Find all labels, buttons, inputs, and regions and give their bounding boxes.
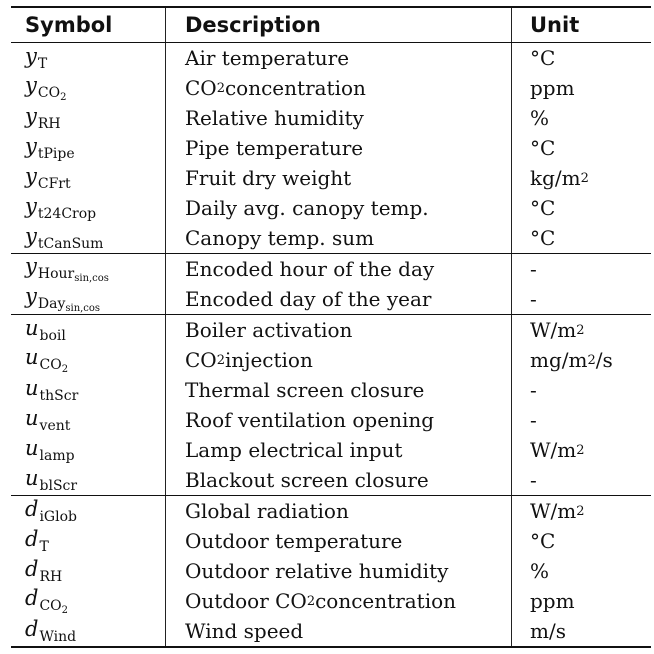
- description-cell: Encoded day of the year: [166, 284, 512, 314]
- symbol-cell: uCO2: [11, 345, 166, 375]
- table-row: uvent Roof ventilation opening -: [11, 405, 651, 435]
- bottom-rule: [11, 646, 651, 648]
- unit-cell: kg/m 2: [530, 166, 589, 190]
- unit-cell: -: [530, 287, 537, 311]
- description-cell: Encoded hour of the day: [166, 254, 512, 284]
- symbol-cell: ytCanSum: [11, 223, 166, 253]
- row-group: yT Air temperature °C yCO2 CO 2 concentration…: [11, 43, 651, 253]
- header-row: Symbol Description Unit: [11, 8, 651, 42]
- table-row: yt24Crop Daily avg. canopy temp. °C: [11, 193, 651, 223]
- unit-cell: m/s: [530, 619, 566, 643]
- table-row: ublScr Blackout screen closure -: [11, 465, 651, 495]
- description-cell: Relative humidity: [166, 103, 512, 133]
- symbol-cell: yCFrt: [11, 163, 166, 193]
- description-cell: Canopy temp. sum: [166, 223, 512, 253]
- description-cell: CO 2 concentration: [166, 73, 512, 103]
- symbol-cell: yt24Crop: [11, 193, 166, 223]
- symbol-cell: uthScr: [11, 375, 166, 405]
- unit-cell: W/m 2: [530, 499, 585, 523]
- description-cell: Air temperature: [166, 43, 512, 73]
- table-row: ytCanSum Canopy temp. sum °C: [11, 223, 651, 253]
- table-row: dCO2 Outdoor CO 2 concentration ppm: [11, 586, 651, 616]
- symbol-cell: dRH: [11, 556, 166, 586]
- table-row: ytPipe Pipe temperature °C: [11, 133, 651, 163]
- unit-cell: W/m 2: [530, 438, 585, 462]
- table-row: dWind Wind speed m/s: [11, 616, 651, 646]
- unit-cell: ppm: [530, 589, 575, 613]
- unit-cell: W/m 2: [530, 318, 585, 342]
- symbol-cell: diGlob: [11, 496, 166, 526]
- symbol-cell: yHoursin,cos: [11, 254, 166, 284]
- symbol-cell: uboil: [11, 315, 166, 345]
- description-cell: Wind speed: [166, 616, 512, 646]
- table-row: yT Air temperature °C: [11, 43, 651, 73]
- description-cell: CO 2 injection: [166, 345, 512, 375]
- unit-cell: °C: [530, 136, 556, 160]
- description-cell: Boiler activation: [166, 315, 512, 345]
- table-row: diGlob Global radiation W/m 2: [11, 496, 651, 526]
- unit-cell: °C: [530, 529, 556, 553]
- description-cell: Outdoor temperature: [166, 526, 512, 556]
- table-row: uboil Boiler activation W/m 2: [11, 315, 651, 345]
- symbol-cell: yRH: [11, 103, 166, 133]
- unit-cell: °C: [530, 196, 556, 220]
- description-cell: Outdoor CO 2 concentration: [166, 586, 512, 616]
- row-group: uboil Boiler activation W/m 2 uCO2 CO 2 inject…: [11, 315, 651, 495]
- row-group: yHoursin,cos Encoded hour of the day - yDay…: [11, 254, 651, 314]
- header-description: Description: [166, 8, 512, 42]
- table-row: yRH Relative humidity%: [11, 103, 651, 133]
- group-rule: [11, 495, 651, 496]
- unit-cell: ppm: [530, 76, 575, 100]
- unit-cell: mg/m 2/s: [530, 348, 613, 372]
- variables-table: Symbol Description Unit yT Air temperatur…: [11, 6, 651, 648]
- symbol-cell: dCO2: [11, 586, 166, 616]
- table-row: yHoursin,cos Encoded hour of the day -: [11, 254, 651, 284]
- symbol-cell: ublScr: [11, 465, 166, 495]
- table-row: ulamp Lamp electrical input W/m 2: [11, 435, 651, 465]
- description-cell: Thermal screen closure: [166, 375, 512, 405]
- table-row: dT Outdoor temperature °C: [11, 526, 651, 556]
- description-cell: Outdoor relative humidity: [166, 556, 512, 586]
- table-row: yDaysin,cos Encoded day of the year -: [11, 284, 651, 314]
- row-group: diGlob Global radiation W/m 2 dT Outdoor temp…: [11, 496, 651, 646]
- table-row: uCO2 CO 2 injection mg/m 2/s: [11, 345, 651, 375]
- header-unit: Unit: [530, 13, 580, 37]
- symbol-cell: yDaysin,cos: [11, 284, 166, 314]
- symbol-cell: yT: [11, 43, 166, 73]
- header-symbol: Symbol: [11, 8, 166, 42]
- symbol-cell: ulamp: [11, 435, 166, 465]
- table-row: yCFrt Fruit dry weight kg/m 2: [11, 163, 651, 193]
- group-rule: [11, 314, 651, 315]
- symbol-cell: dWind: [11, 616, 166, 646]
- table-row: uthScr Thermal screen closure -: [11, 375, 651, 405]
- description-cell: Roof ventilation opening: [166, 405, 512, 435]
- symbol-cell: yCO2: [11, 73, 166, 103]
- header-rule: [11, 42, 651, 43]
- description-cell: Daily avg. canopy temp.: [166, 193, 512, 223]
- table-row: yCO2 CO 2 concentration ppm: [11, 73, 651, 103]
- unit-cell: -: [530, 408, 537, 432]
- description-cell: Blackout screen closure: [166, 465, 512, 495]
- description-cell: Global radiation: [166, 496, 512, 526]
- unit-cell: °C: [530, 46, 556, 70]
- unit-cell: -: [530, 378, 537, 402]
- description-cell: Pipe temperature: [166, 133, 512, 163]
- group-rule: [11, 253, 651, 254]
- unit-cell: -: [530, 257, 537, 281]
- symbol-cell: dT: [11, 526, 166, 556]
- unit-cell: -: [530, 468, 537, 492]
- table-body: yT Air temperature °C yCO2 CO 2 concentration…: [11, 43, 651, 648]
- description-cell: Lamp electrical input: [166, 435, 512, 465]
- top-rule: [11, 6, 651, 8]
- description-cell: Fruit dry weight: [166, 163, 512, 193]
- table-row: dRH Outdoor relative humidity%: [11, 556, 651, 586]
- unit-cell: %: [530, 106, 550, 130]
- symbol-cell: uvent: [11, 405, 166, 435]
- unit-cell: °C: [530, 226, 556, 250]
- symbol-cell: ytPipe: [11, 133, 166, 163]
- unit-cell: %: [530, 559, 550, 583]
